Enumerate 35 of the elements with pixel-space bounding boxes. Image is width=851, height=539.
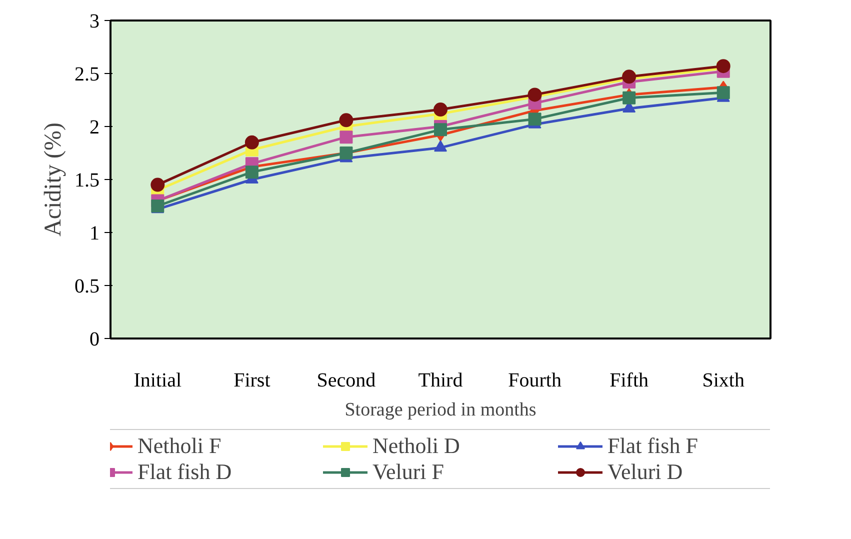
x-tick-label: Initial	[134, 370, 182, 392]
legend-label: Flat fish D	[138, 459, 233, 485]
legend-label: Veluri F	[372, 459, 445, 485]
y-tick-label: 1.5	[74, 170, 100, 192]
x-tick-label: Sixth	[702, 370, 744, 392]
point	[528, 112, 542, 126]
x-tick-label: Second	[316, 370, 376, 392]
x-axis-title: Storage period in months	[344, 400, 536, 420]
point	[434, 123, 447, 136]
y-tick-label: 2.5	[74, 64, 100, 86]
legend-label: Netholi F	[138, 433, 222, 459]
point	[716, 59, 730, 74]
legend-label: Flat fish F	[608, 433, 699, 459]
legend-label: Netholi D	[372, 433, 461, 459]
point	[716, 86, 730, 100]
y-tick-label: 3	[90, 10, 100, 32]
point	[340, 130, 353, 144]
point	[244, 135, 259, 150]
point	[622, 70, 636, 84]
point	[339, 113, 354, 128]
x-tick-label: First	[234, 370, 271, 392]
y-tick-label: 0	[90, 328, 100, 350]
x-tick-label: Fifth	[610, 370, 649, 392]
point	[434, 102, 448, 117]
x-tick-label: Third	[418, 370, 463, 392]
y-tick-label: 0.5	[74, 276, 100, 298]
legend-label: Veluri D	[608, 459, 684, 485]
point	[528, 88, 542, 102]
point	[245, 166, 258, 179]
point	[622, 91, 636, 104]
y-tick-label: 2	[90, 116, 100, 138]
y-tick-label: 1	[90, 222, 100, 244]
y-axis-title: Acidity (%)	[40, 122, 66, 236]
point	[150, 178, 165, 192]
x-tick-label: Fourth	[508, 370, 562, 392]
